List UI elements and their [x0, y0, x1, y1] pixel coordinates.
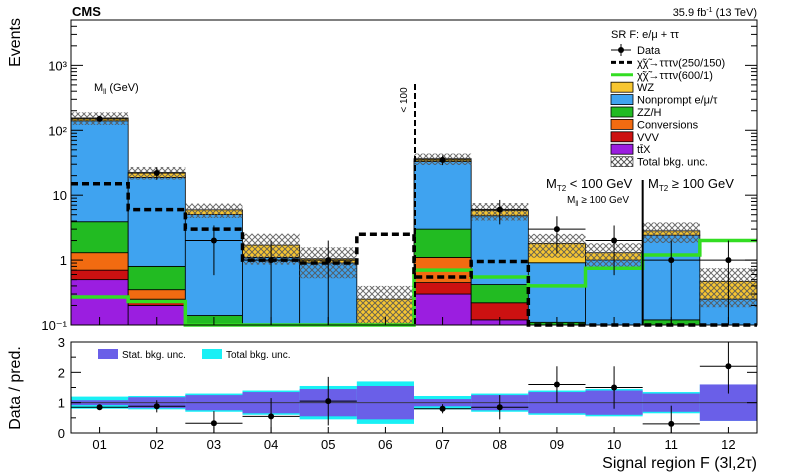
legend-swatch-wz — [610, 81, 634, 93]
ratio-point-02 — [153, 403, 160, 410]
y-tick-label: 10 — [53, 188, 67, 203]
x-tick-label-08: 08 — [493, 437, 507, 452]
annotation-lt100: < 100 — [399, 87, 410, 113]
ratio-y-tick-label: 1 — [58, 396, 65, 411]
bar-np-07 — [413, 161, 472, 230]
legend: SR F: e/μ + ττ Dataχ̃χ̃→τττν(250/150)χ̃χ̃… — [610, 29, 725, 169]
legend-label-np: Nonprompt e/μ/τ — [637, 95, 718, 107]
data-point-01 — [96, 115, 103, 122]
legend-swatch-unc — [610, 156, 634, 167]
legend-title: SR F: e/μ + ττ — [611, 29, 680, 41]
annotation-mt2-low: MT2 < 100 GeV — [546, 176, 633, 193]
data-point-09 — [553, 226, 560, 233]
x-tick-label-10: 10 — [607, 437, 621, 452]
ratio-point-05 — [325, 398, 332, 405]
ratio-point-10 — [611, 384, 618, 391]
ratio-point-03 — [210, 420, 217, 427]
x-tick-label-02: 02 — [150, 437, 164, 452]
y-tick-label: 10³ — [48, 58, 67, 73]
ratio-point-04 — [268, 413, 275, 420]
legend-label-data: Data — [637, 45, 661, 57]
ratio-point-07 — [439, 405, 446, 412]
legend-swatch-zz — [610, 106, 634, 118]
bar-zz-02 — [127, 265, 186, 291]
x-tick-label-03: 03 — [207, 437, 221, 452]
legend-label-zz: ZZ/H — [637, 107, 661, 119]
ratio-y-tick-label: 2 — [58, 365, 65, 380]
legend-swatch-np — [610, 94, 634, 105]
ratio-y-axis-title: Data / pred. — [7, 346, 24, 430]
legend-swatch-vvv — [610, 131, 634, 143]
ratio-legend-swatch-total — [202, 349, 222, 359]
experiment-label: CMS — [72, 4, 101, 19]
x-axis-title: Signal region F (3l,2τ) — [602, 455, 757, 472]
legend-swatch-conv — [610, 119, 634, 130]
y-tick-label: 10⁻¹ — [41, 318, 67, 333]
x-tick-label-05: 05 — [321, 437, 335, 452]
x-tick-label-12: 12 — [721, 437, 735, 452]
x-tick-label-11: 11 — [665, 437, 679, 452]
bar-zz-07 — [413, 228, 472, 258]
bar-vvv-01 — [70, 269, 129, 281]
ratio-y-tick-label: 0 — [58, 426, 65, 441]
lumi-label: 35.9 fb-1 (13 TeV) — [673, 7, 757, 19]
x-tick-label-06: 06 — [378, 437, 392, 452]
data-point-10 — [611, 237, 618, 244]
legend-label-conv: Conversions — [637, 119, 699, 131]
bar-np-01 — [70, 120, 129, 223]
y-tick-label: 1 — [60, 253, 67, 268]
legend-swatch-ttx — [610, 143, 634, 155]
legend-label-vvv: VVV — [637, 132, 660, 144]
data-point-07 — [439, 156, 446, 163]
ratio-point-11 — [668, 420, 675, 427]
unc-band-11 — [642, 222, 700, 244]
x-tick-label-07: 07 — [435, 437, 449, 452]
y-axis-title: Events — [7, 18, 24, 67]
data-point-02 — [153, 169, 160, 176]
bar-conv-01 — [70, 252, 129, 271]
bar-conv-02 — [127, 289, 186, 300]
data-point-03 — [210, 237, 217, 244]
bar-np-09 — [527, 262, 586, 323]
legend-label-wz: WZ — [637, 82, 654, 94]
unc-band-03 — [185, 203, 243, 218]
annotation-mt2-high: MT2 ≥ 100 GeV — [648, 176, 734, 193]
ratio-legend-label-stat: Stat. bkg. unc. — [122, 350, 186, 361]
top-frame — [70, 19, 758, 326]
annotation-mll: Mll (GeV) — [94, 82, 139, 96]
ratio-legend-label-total: Total bkg. unc. — [226, 350, 290, 361]
ratio-point-09 — [553, 381, 560, 388]
signal-250-150-line — [71, 182, 757, 327]
bar-np-08 — [470, 215, 529, 285]
x-tick-label-09: 09 — [550, 437, 564, 452]
data-point-11 — [668, 257, 675, 264]
legend-label-sig2: χ̃χ̃→τττν(600/1) — [637, 70, 713, 82]
bar-zz-01 — [70, 221, 129, 254]
ratio-point-12 — [725, 363, 732, 370]
data-point-08 — [496, 206, 503, 213]
ratio-legend: Stat. bkg. unc. Total bkg. unc. — [98, 349, 290, 361]
ratio-legend-swatch-stat — [98, 349, 118, 359]
bar-zz-08 — [470, 284, 529, 304]
data-point-12 — [725, 257, 732, 264]
y-tick-label: 10² — [48, 123, 67, 138]
bar-vvv-07 — [413, 282, 472, 295]
data-point-04 — [268, 257, 275, 264]
ratio-y-tick-label: 3 — [58, 335, 65, 350]
ratio-point-08 — [496, 404, 503, 411]
legend-label-unc: Total bkg. unc. — [637, 157, 708, 169]
legend-marker-data — [618, 47, 624, 53]
top-panel: 10⁻¹ 1 10 10² 10³ — [41, 19, 758, 333]
annotation-mll-ge: Mll ≥ 100 GeV — [567, 195, 629, 208]
x-tick-label-04: 04 — [264, 437, 278, 452]
legend-label-sig1: χ̃χ̃→τττν(250/150) — [637, 57, 725, 69]
ratio-point-01 — [96, 404, 103, 411]
legend-label-ttx: tt̄X — [637, 144, 651, 156]
x-tick-label-01: 01 — [92, 437, 106, 452]
data-point-05 — [325, 257, 332, 264]
bar-np-02 — [127, 176, 186, 267]
